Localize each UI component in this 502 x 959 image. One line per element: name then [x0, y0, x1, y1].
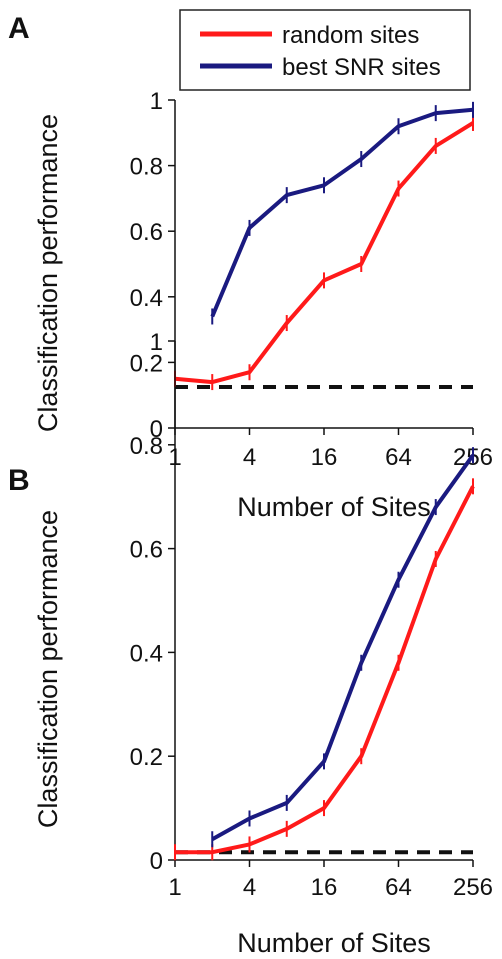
panel-b: B 0 0.2 0.4 0.6 0.8 1 1 4 16 64 256 Number of Sites C…	[8, 329, 493, 958]
y-tick-label: 0	[150, 848, 163, 875]
x-tick-label: 16	[311, 874, 338, 901]
y-tick-label: 1	[150, 88, 163, 115]
x-tick-label: 64	[385, 444, 412, 471]
x-tick-label: 1	[168, 874, 181, 901]
legend: random sites best SNR sites	[179, 9, 471, 91]
x-tick-label: 4	[243, 444, 256, 471]
y-tick-label: 0.6	[130, 219, 163, 246]
x-tick-label: 256	[453, 874, 493, 901]
x-axis-title: Number of Sites	[237, 492, 431, 522]
y-axis-title: Classification performance	[33, 114, 63, 432]
y-tick-label: 0.2	[130, 744, 163, 771]
legend-label-best-snr: best SNR sites	[282, 54, 441, 81]
series-line-best-snr-sites	[211, 454, 475, 841]
panel-label: A	[8, 12, 30, 45]
legend-label-random: random sites	[282, 22, 419, 49]
y-tick-label: 0.8	[130, 433, 163, 460]
y-tick-label: 0.2	[130, 350, 163, 377]
y-tick-label: 0.8	[130, 154, 163, 181]
y-tick-label: 0.4	[130, 640, 163, 667]
y-tick-label: 0	[150, 416, 163, 443]
y-tick-label: 0.6	[130, 537, 163, 564]
series-line-random-sites	[174, 121, 475, 385]
series-line-best-snr-sites	[210, 107, 474, 318]
y-tick-label: 0.4	[130, 285, 163, 312]
y-tick-label: 1	[150, 329, 163, 356]
series-line-random-sites	[175, 485, 475, 855]
x-axis-title: Number of Sites	[237, 928, 431, 958]
legend-box	[179, 9, 471, 91]
x-tick-label: 4	[243, 874, 256, 901]
x-tick-label: 16	[311, 444, 338, 471]
y-axis-title: Classification performance	[33, 510, 63, 828]
panel-label: B	[8, 464, 30, 497]
x-tick-label: 64	[385, 874, 412, 901]
